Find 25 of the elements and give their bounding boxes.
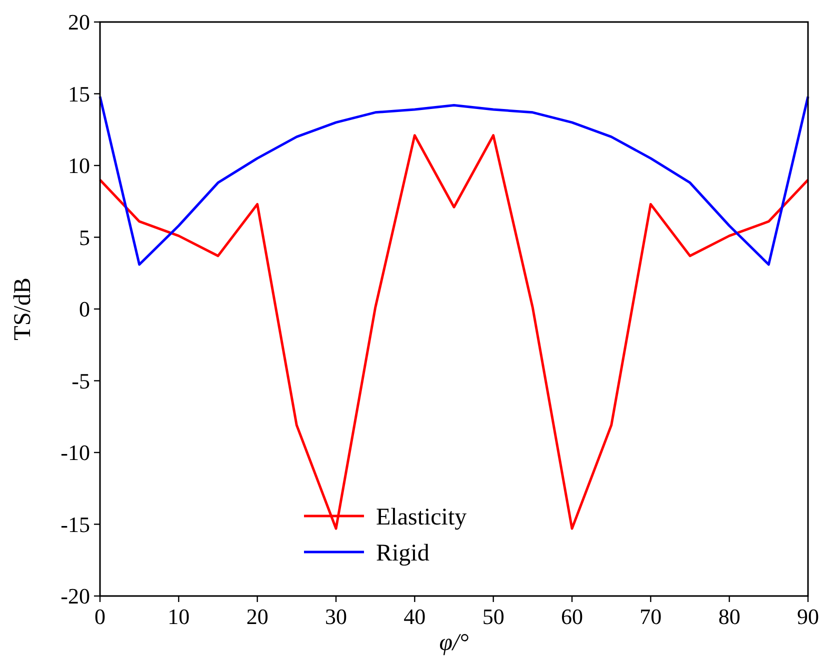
y-tick-label: 10: [68, 153, 90, 178]
y-tick-label: 15: [68, 81, 90, 106]
x-axis-title: φ/°: [439, 630, 470, 656]
line-series: [98, 134, 810, 530]
y-tick-label: 20: [68, 10, 90, 35]
x-tick-label: 30: [325, 604, 347, 629]
y-tick-label: 0: [79, 296, 90, 322]
y-tick-label: -10: [60, 440, 90, 466]
y-tick-label: -20: [60, 584, 90, 609]
x-tick-label: 50: [482, 604, 504, 629]
x-tick-label: 10: [168, 604, 190, 629]
x-tick-label: 20: [246, 604, 268, 629]
x-tick-label: 70: [640, 604, 662, 629]
line-series: [98, 95, 810, 266]
x-tick-label: 80: [718, 604, 740, 629]
x-tick-label: 60: [561, 604, 583, 629]
y-tick-label: 5: [79, 224, 90, 250]
x-tick-label: 90: [797, 604, 819, 629]
y-tick-label: -5: [72, 368, 90, 394]
y-axis-title: TS/dB: [10, 278, 36, 340]
legend-label: Elasticity: [376, 504, 467, 530]
x-tick-label: 40: [404, 604, 426, 629]
legend-label: Rigid: [376, 540, 430, 566]
x-tick-label: 0: [94, 604, 106, 629]
y-tick-label: -15: [60, 512, 90, 537]
